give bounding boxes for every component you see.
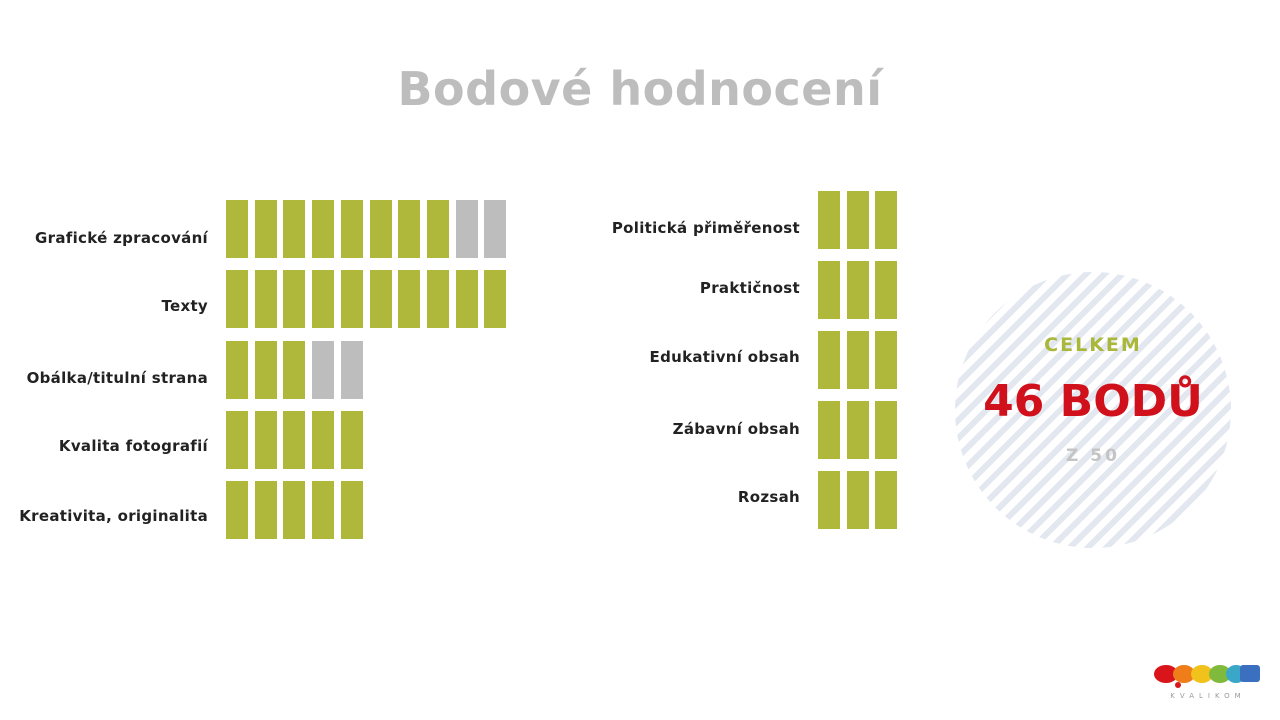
score-block-filled <box>426 200 449 258</box>
total-heading: CELKEM <box>1044 334 1142 356</box>
criterion-label: Kreativita, originalita <box>19 507 208 525</box>
score-block-filled <box>846 401 869 459</box>
criterion-label: Edukativní obsah <box>649 348 800 366</box>
criterion-label: Rozsah <box>737 488 800 506</box>
score-block-empty <box>484 200 507 258</box>
score-block-filled <box>875 471 898 529</box>
score-block-filled <box>818 261 840 319</box>
criterion-label: Kvalita fotografií <box>58 437 208 455</box>
score-block-filled <box>312 481 335 539</box>
score-block-filled <box>312 411 335 469</box>
total-max: Z 50 <box>1066 446 1120 466</box>
score-block-filled <box>226 341 248 399</box>
score-block-filled <box>340 200 363 258</box>
score-block-filled <box>254 270 277 328</box>
score-block-filled <box>846 261 869 319</box>
score-block-filled <box>226 270 248 328</box>
score-block-filled <box>283 481 306 539</box>
criterion-label: Texty <box>161 297 208 315</box>
score-block-filled <box>875 191 898 249</box>
criterion-label: Praktičnost <box>699 279 800 297</box>
score-block-filled <box>875 401 898 459</box>
criterion-label: Zábavní obsah <box>672 420 800 438</box>
score-block-filled <box>226 411 248 469</box>
score-block-filled <box>254 200 277 258</box>
score-block-filled <box>312 200 335 258</box>
score-block-filled <box>818 331 840 389</box>
score-block-filled <box>254 341 277 399</box>
score-block-filled <box>283 411 306 469</box>
score-block-filled <box>398 270 421 328</box>
score-block-filled <box>875 331 898 389</box>
score-block-empty <box>312 341 335 399</box>
score-block-filled <box>340 411 363 469</box>
criterion-label: Obálka/titulní strana <box>26 369 208 387</box>
score-block-empty <box>455 200 478 258</box>
score-block-empty <box>340 341 363 399</box>
score-block-filled <box>398 200 421 258</box>
score-block-filled <box>846 331 869 389</box>
score-block-filled <box>426 270 449 328</box>
score-block-filled <box>283 341 306 399</box>
score-block-filled <box>818 471 840 529</box>
score-block-filled <box>283 200 306 258</box>
total-score: 46 BODŮ <box>983 376 1203 427</box>
score-block-filled <box>312 270 335 328</box>
score-block-filled <box>484 270 507 328</box>
score-block-filled <box>283 270 306 328</box>
score-block-filled <box>875 261 898 319</box>
score-block-filled <box>369 200 392 258</box>
score-block-filled <box>369 270 392 328</box>
score-block-filled <box>226 200 248 258</box>
criterion-label: Politická přiměřenost <box>611 219 800 237</box>
score-block-filled <box>846 191 869 249</box>
score-block-filled <box>226 481 248 539</box>
page-title: Bodové hodnocení <box>397 62 883 116</box>
total-circle <box>955 272 1231 548</box>
score-block-filled <box>455 270 478 328</box>
kvalikom-logo-icon <box>1154 665 1260 688</box>
score-block-filled <box>818 191 840 249</box>
score-block-filled <box>254 481 277 539</box>
criterion-label: Grafické zpracování <box>35 229 208 247</box>
score-block-filled <box>340 270 363 328</box>
score-block-filled <box>846 471 869 529</box>
score-block-filled <box>254 411 277 469</box>
score-block-filled <box>818 401 840 459</box>
score-block-filled <box>340 481 363 539</box>
logo-text: KVALIKOM <box>1170 692 1246 700</box>
